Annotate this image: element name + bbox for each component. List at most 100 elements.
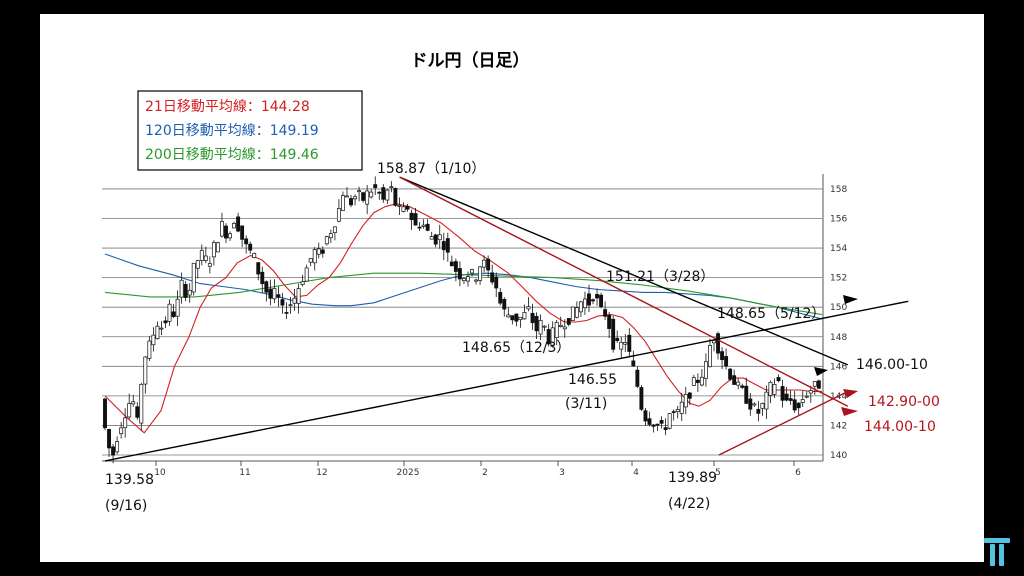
candle-body <box>470 269 474 274</box>
candle <box>413 207 418 226</box>
candle <box>740 383 745 389</box>
y-tick-label: 144 <box>830 392 847 402</box>
candle <box>627 328 632 358</box>
candle <box>461 277 466 285</box>
candle-body <box>522 312 527 320</box>
candle-body <box>163 320 168 324</box>
candle-body <box>466 276 470 282</box>
annotation-mar11-value: 146.55 <box>568 372 617 388</box>
candle-body <box>550 327 555 346</box>
candlestick-chart: ドル円（日足） 21日移動平均線：144.28 120日移動平均線：149.19… <box>102 50 940 514</box>
candle <box>796 402 801 416</box>
candle <box>449 255 454 267</box>
candle <box>381 184 386 203</box>
candle <box>236 212 241 233</box>
candle <box>671 409 676 421</box>
candle <box>768 380 773 404</box>
candle-body <box>482 259 487 268</box>
x-tick-label: 12 <box>316 468 327 478</box>
candle <box>623 334 628 352</box>
candle <box>591 298 595 305</box>
candle <box>139 382 144 432</box>
candle-body <box>582 298 587 309</box>
candle <box>316 242 321 259</box>
candle-body <box>740 385 745 388</box>
candle <box>393 187 398 207</box>
candle-body <box>506 314 511 318</box>
candle <box>300 274 305 287</box>
candle <box>131 394 136 407</box>
candle <box>732 369 737 385</box>
candle-body <box>748 398 753 410</box>
candle-body <box>357 190 362 193</box>
candle-body <box>413 213 418 226</box>
chart-title: ドル円（日足） <box>411 50 530 71</box>
candle <box>647 411 652 427</box>
candle-body <box>224 225 228 239</box>
candle <box>530 303 535 330</box>
candle-body <box>256 262 261 275</box>
annotation-low-apr-date: (4/22) <box>668 496 710 512</box>
candle <box>163 316 168 328</box>
candle <box>224 223 228 244</box>
candle-body <box>631 360 636 367</box>
candle-body <box>332 226 337 233</box>
y-tick-label: 148 <box>830 333 847 343</box>
candle <box>357 186 362 202</box>
candle-body <box>619 341 624 350</box>
candle <box>744 377 749 405</box>
candle <box>478 265 483 285</box>
candle <box>756 401 761 422</box>
candle <box>369 188 374 199</box>
brand-logo-icon <box>984 538 1010 566</box>
candle-body <box>643 410 648 422</box>
candle <box>119 422 124 439</box>
candle <box>304 264 309 282</box>
candle-body <box>179 279 184 298</box>
candle-body <box>792 399 797 411</box>
candle-body <box>603 309 608 317</box>
arrow-lower-icon <box>841 407 858 416</box>
candle <box>663 418 668 436</box>
candle <box>514 313 519 327</box>
candle <box>232 221 237 229</box>
candle-body <box>111 446 116 456</box>
candle <box>570 306 575 321</box>
candle <box>699 368 704 387</box>
candle-body <box>127 403 132 418</box>
arrow-mid-icon <box>843 389 858 398</box>
arrow-upper-icon <box>843 295 858 304</box>
candle-body <box>816 380 821 389</box>
candle <box>708 338 712 368</box>
candle-body <box>570 306 575 321</box>
candle-body <box>562 326 567 330</box>
candle <box>703 353 708 387</box>
candle-body <box>312 249 317 264</box>
candle <box>345 187 349 198</box>
candle <box>752 402 757 407</box>
candle-body <box>607 314 612 329</box>
candle-body <box>812 381 817 387</box>
candle-body <box>639 387 644 410</box>
candle-body <box>155 325 160 339</box>
candle <box>256 262 261 281</box>
candle <box>655 423 660 432</box>
trendline-layer <box>104 176 909 462</box>
y-tick-label: 140 <box>830 451 847 461</box>
annotation-high-jan: 158.87（1/10） <box>377 161 485 177</box>
candle <box>582 291 587 315</box>
candle-body <box>687 392 692 399</box>
candle <box>159 321 164 336</box>
x-tick-label: 10 <box>154 468 166 478</box>
candle-body <box>587 293 591 306</box>
candle <box>546 324 551 347</box>
candle <box>736 378 741 390</box>
candle-body <box>461 278 466 282</box>
candle-body <box>232 223 237 229</box>
candle-body <box>538 320 543 335</box>
candle <box>389 181 394 193</box>
candle-body <box>324 236 329 245</box>
candle-body <box>167 303 172 322</box>
x-tick-label: 3 <box>559 468 565 478</box>
candle <box>332 226 337 241</box>
